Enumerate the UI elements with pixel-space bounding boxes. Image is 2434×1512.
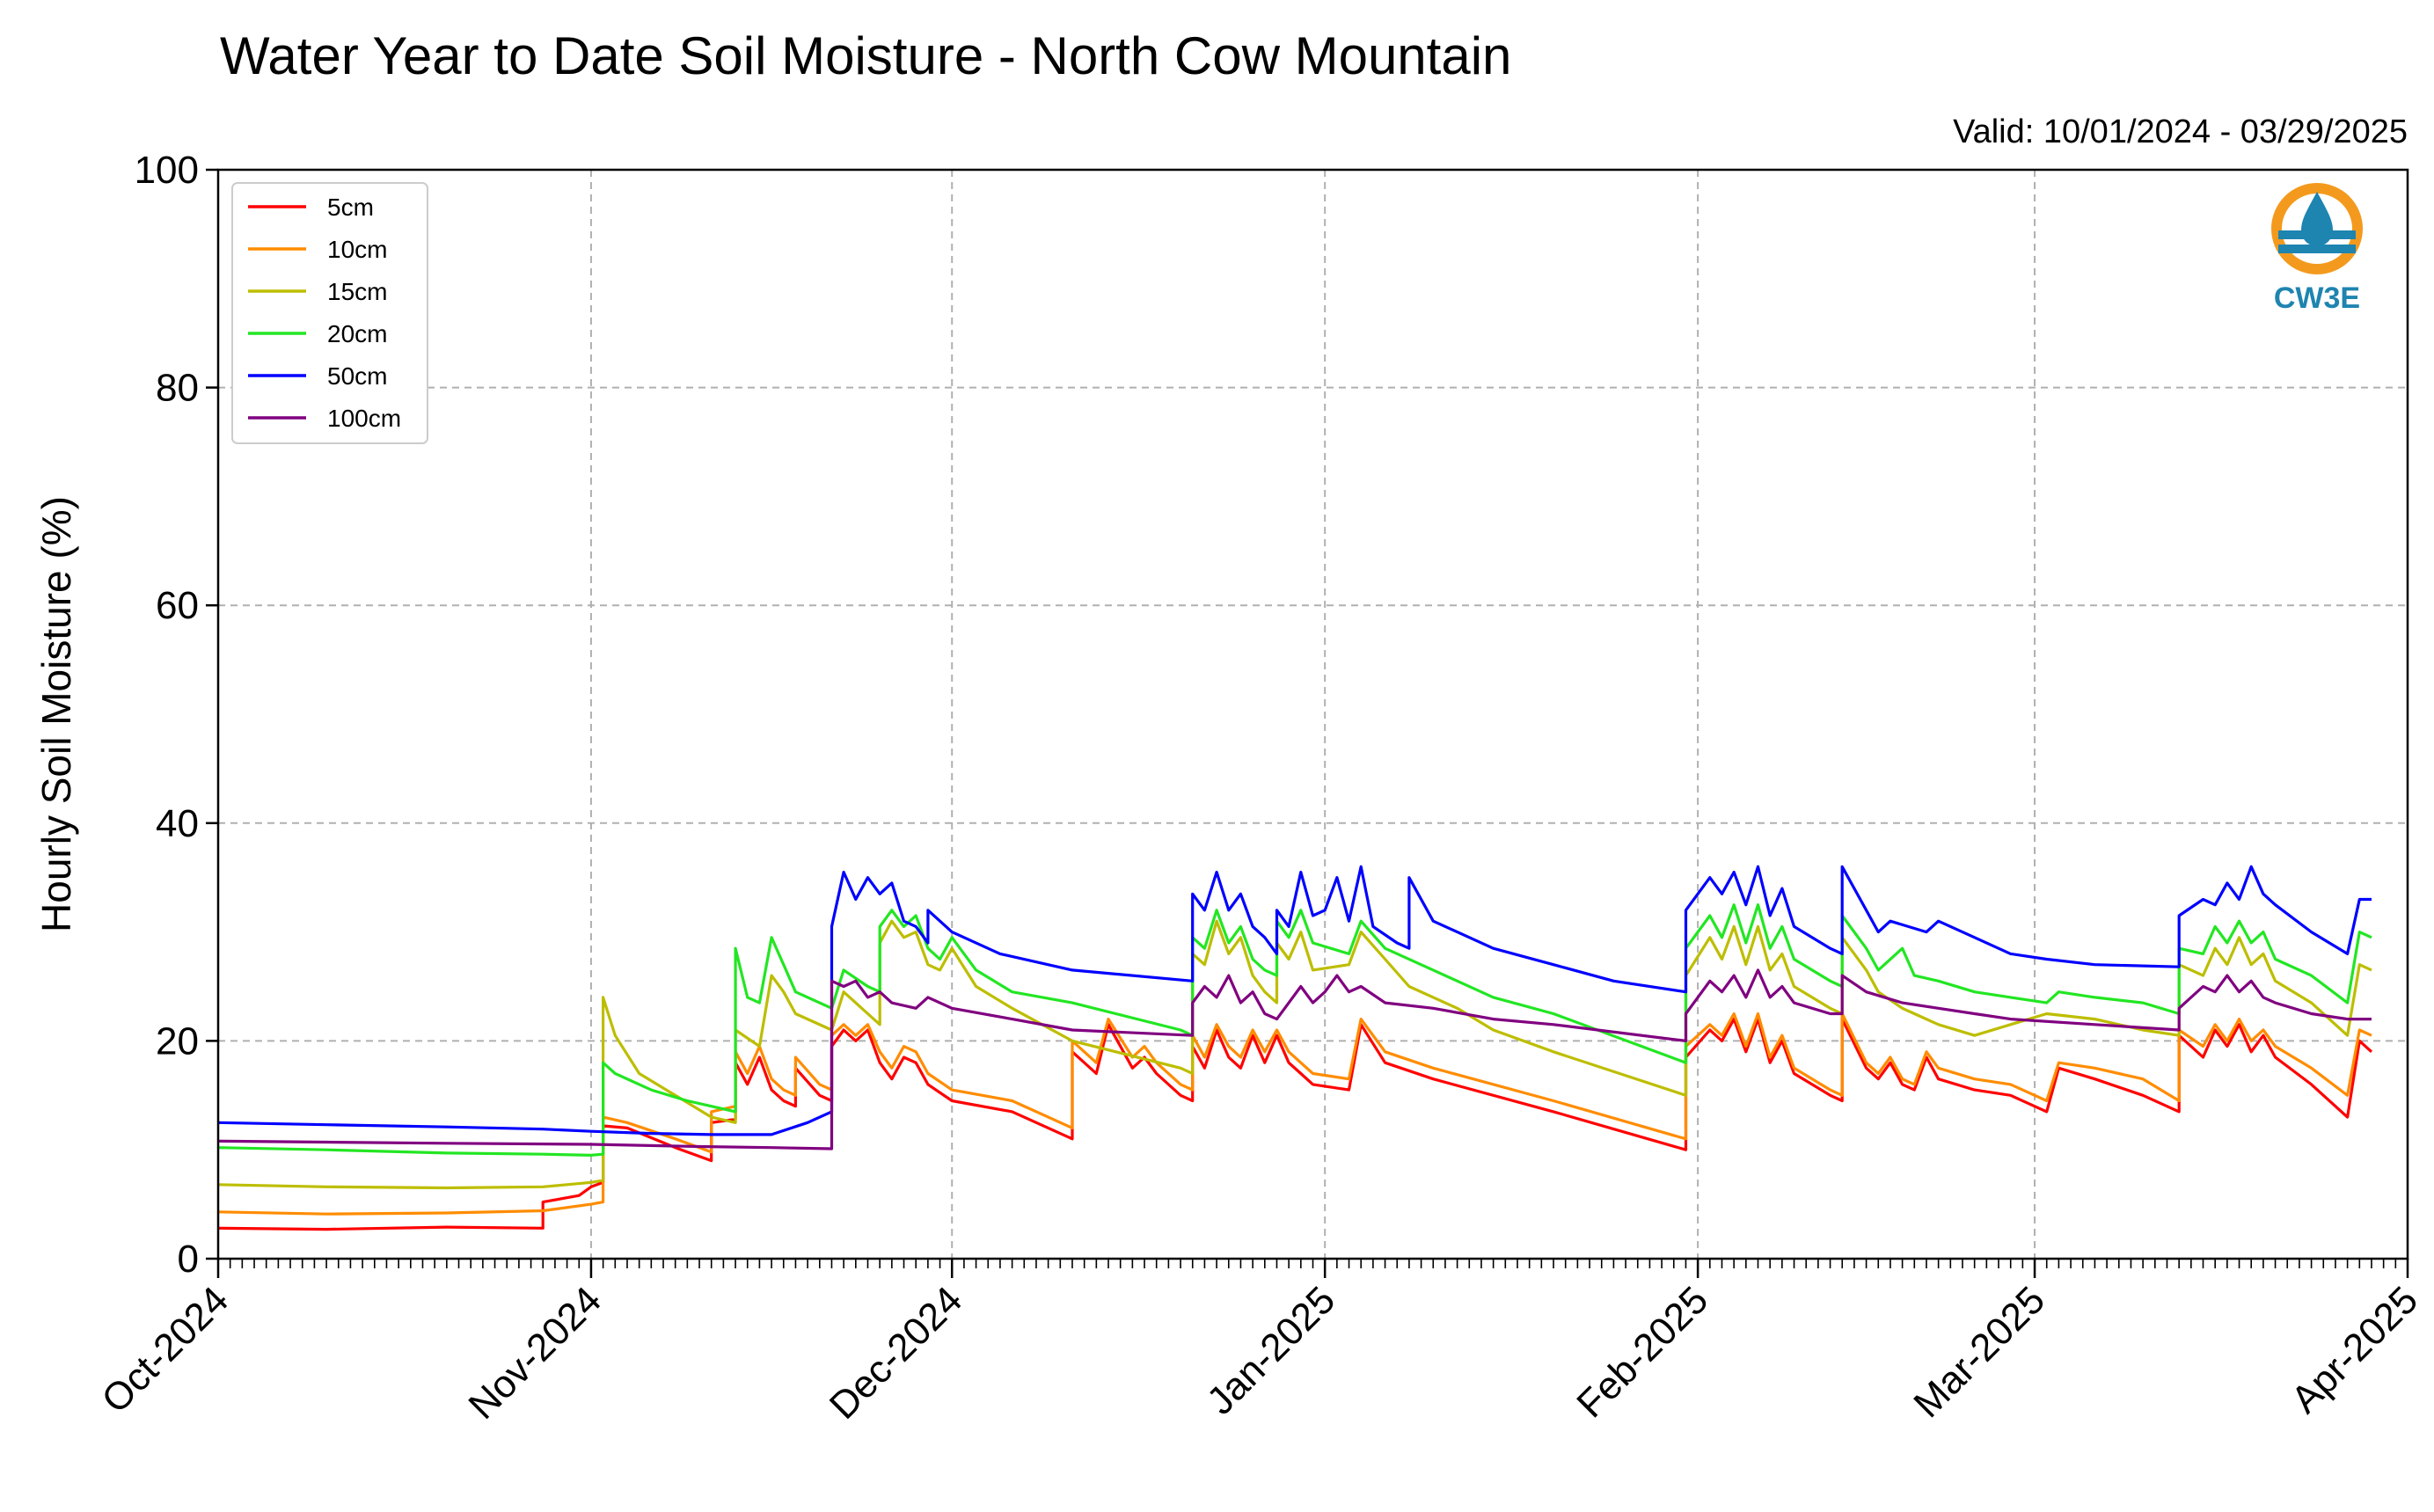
y-tick-label: 100 (135, 149, 199, 192)
series-group (217, 865, 2373, 1231)
series-line-5cm (217, 1018, 2373, 1231)
y-tick-label: 0 (178, 1238, 199, 1281)
legend-label: 5cm (327, 194, 374, 221)
y-tick-label: 80 (156, 367, 199, 410)
series-line-20cm (217, 903, 2372, 1157)
series-line-15cm (217, 919, 2372, 1190)
legend-label: 15cm (327, 278, 387, 305)
y-tick-label: 40 (156, 802, 199, 845)
x-tick-label: Apr-2025 (2283, 1278, 2426, 1421)
x-tick-label: Feb-2025 (1568, 1278, 1716, 1426)
series-line-10cm (217, 1012, 2372, 1216)
logo-text: CW3E (2274, 281, 2360, 315)
plot-frame (216, 168, 2409, 1260)
chart-subtitle: Valid: 10/01/2024 - 03/29/2025 (1953, 113, 2408, 150)
x-tick-label: Jan-2025 (1199, 1278, 1343, 1422)
cw3e-logo: CW3E (2271, 183, 2363, 315)
legend-label: 20cm (327, 320, 387, 347)
x-tick-label: Nov-2024 (460, 1278, 610, 1428)
y-tick-label: 60 (156, 584, 199, 627)
legend-label: 50cm (327, 362, 387, 390)
chart-title: Water Year to Date Soil Moisture - North… (220, 26, 1511, 85)
grid (217, 169, 2408, 1260)
logo-drop-icon (2301, 192, 2333, 246)
legend-label: 100cm (327, 405, 401, 432)
series-line-100cm (217, 968, 2372, 1150)
y-tick-label: 20 (156, 1019, 199, 1063)
legend: 5cm 10cm 15cm 20cm 50cm 100cm (231, 182, 428, 444)
x-tick-label: Dec-2024 (822, 1278, 971, 1428)
axes: 0 20 40 60 80 100 Oct-2024 Nov-2024 Dec-2024 Jan-… (93, 149, 2426, 1428)
x-tick-label: Oct-2024 (93, 1278, 237, 1421)
x-tick-label: Mar-2025 (1905, 1278, 2053, 1426)
y-axis-label: Hourly Soil Moisture (%) (33, 496, 79, 932)
series-line-50cm (217, 865, 2372, 1136)
legend-label: 10cm (327, 236, 387, 263)
